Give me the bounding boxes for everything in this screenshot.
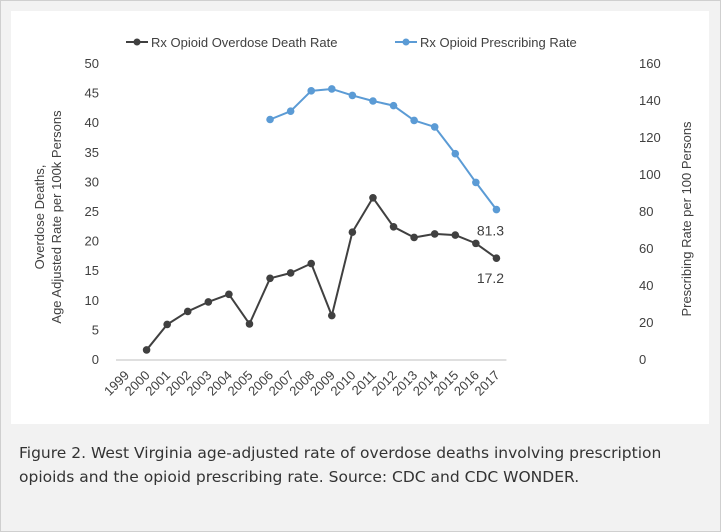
y-right-tick-label: 60 (639, 241, 653, 256)
y-left-tick-label: 30 (85, 174, 99, 189)
data-point (410, 116, 418, 125)
y-left-tick-label: 35 (85, 145, 99, 160)
data-point (266, 115, 274, 124)
data-point (369, 193, 377, 202)
x-tick-label: 2017 (472, 368, 503, 399)
data-point (472, 178, 480, 187)
data-point (389, 101, 398, 110)
y-right-tick-label: 80 (639, 204, 653, 219)
data-point (389, 223, 398, 231)
figure-caption: Figure 2. West Virginia age-adjusted rat… (19, 444, 662, 486)
data-point (430, 230, 439, 238)
y-left-tick-label: 15 (85, 263, 99, 278)
y-left-tick-label: 50 (85, 56, 99, 71)
y-left-tick-label: 10 (85, 293, 99, 308)
y-left-axis-title-line2: Age Adjusted Rate per 100k Persons (49, 110, 64, 324)
data-point (451, 231, 460, 239)
chart-area: 0 5 10 15 20 25 30 35 40 45 50 0 20 40 60 80 100 120 140 16… (11, 11, 709, 424)
data-point (307, 87, 316, 95)
data-point (286, 107, 295, 115)
y-right-tick-label: 140 (639, 93, 661, 108)
data-point (492, 205, 501, 214)
data-point (451, 149, 460, 158)
data-point (348, 91, 357, 100)
y-right-axis-title: Prescribing Rate per 100 Persons (679, 121, 694, 317)
data-point (369, 97, 377, 105)
data-point (286, 269, 295, 277)
y-right-tick-label: 120 (639, 130, 661, 145)
y-right-tick-label: 20 (639, 315, 653, 330)
data-label: 81.3 (477, 223, 504, 239)
data-point (245, 320, 254, 328)
y-right-tick-label: 40 (639, 278, 653, 293)
data-point (163, 320, 171, 329)
data-point (492, 254, 501, 262)
legend-label: Rx Opioid Prescribing Rate (420, 35, 577, 50)
y-left-tick-label: 5 (92, 322, 99, 337)
legend-swatch-marker (402, 38, 410, 46)
data-point (266, 274, 274, 283)
data-point (307, 259, 316, 268)
data-point (328, 311, 336, 320)
y-left-tick-label: 25 (85, 204, 99, 219)
y-left-tick-label: 40 (85, 115, 99, 130)
y-right-tick-label: 0 (639, 352, 646, 367)
legend-label: Rx Opioid Overdose Death Rate (151, 35, 337, 50)
legend-swatch-marker (133, 38, 141, 46)
y-left-tick-label: 45 (85, 86, 99, 101)
data-point (328, 85, 336, 93)
y-left-axis-title-line1: Overdose Deaths, (32, 165, 47, 270)
data-point (183, 307, 192, 316)
data-point (410, 233, 418, 242)
data-point (472, 239, 480, 248)
y-left-tick-label: 20 (85, 234, 99, 249)
y-right-tick-label: 100 (639, 167, 661, 182)
data-point (204, 298, 213, 306)
y-right-tick-label: 160 (639, 56, 661, 71)
series-line (269, 87, 498, 211)
data-point (142, 346, 151, 354)
series-line (145, 196, 498, 351)
data-point (348, 228, 357, 236)
data-point (225, 290, 233, 299)
data-point (430, 123, 439, 131)
chart-svg: 0 5 10 15 20 25 30 35 40 45 50 0 20 40 60 80 100 120 140 16… (32, 35, 694, 399)
data-label: 17.2 (477, 270, 504, 286)
y-left-tick-label: 0 (92, 352, 99, 367)
